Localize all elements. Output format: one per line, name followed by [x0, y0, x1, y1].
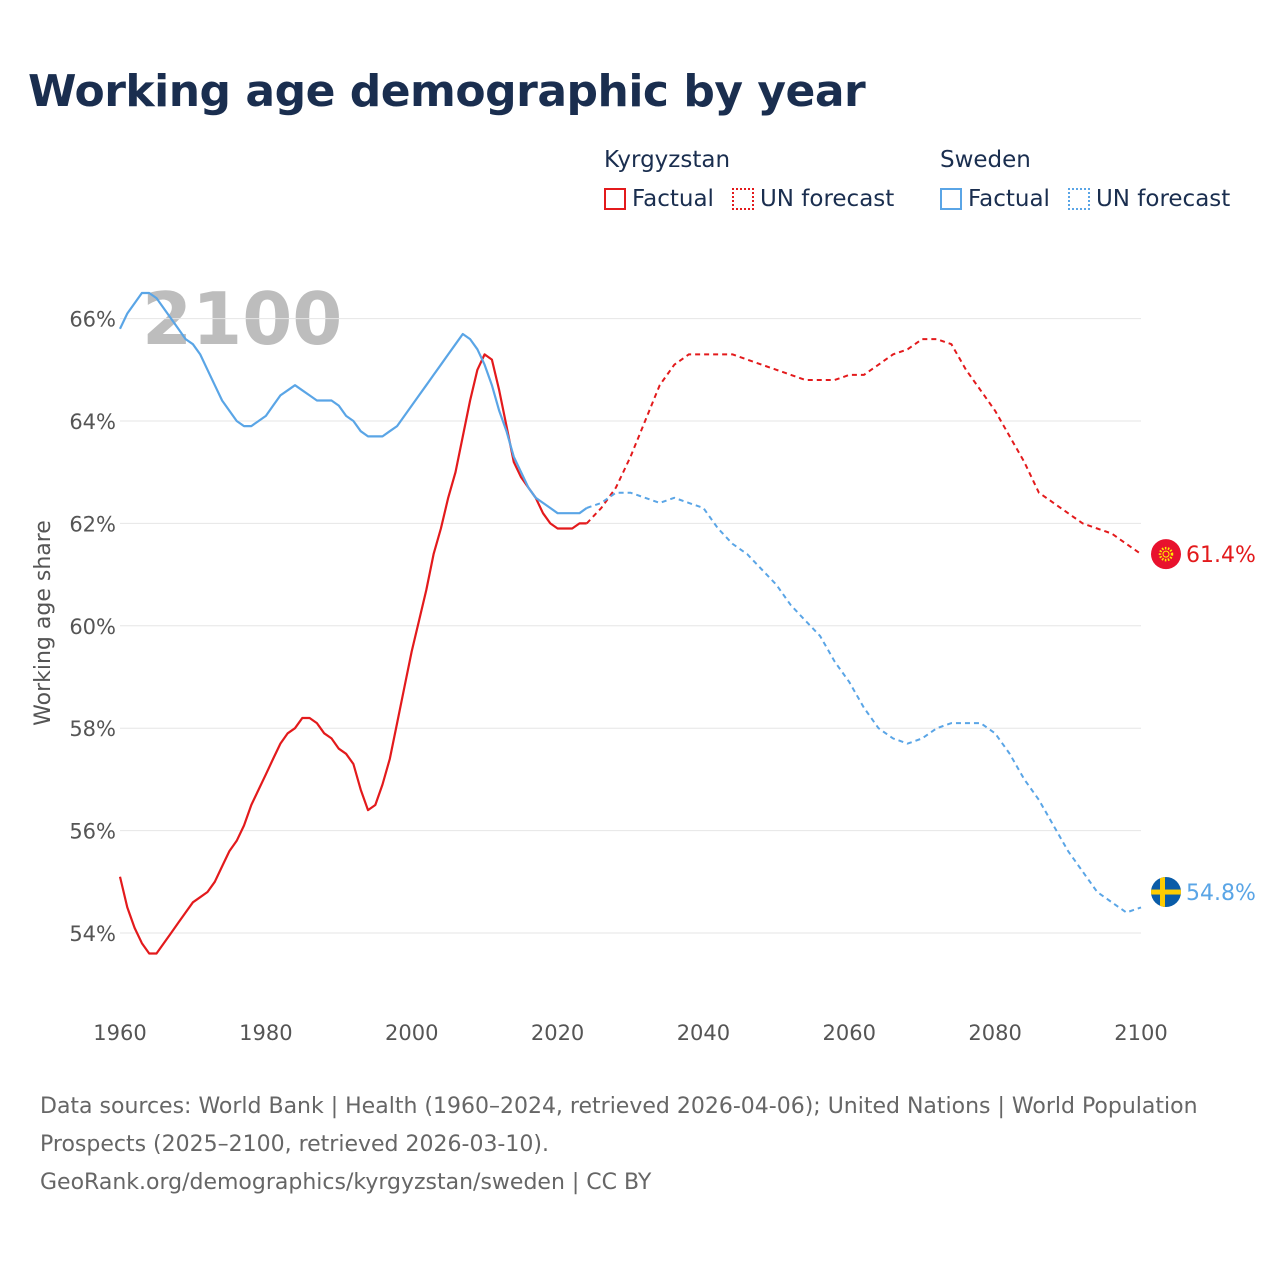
legend-group-kyrgyzstan: Kyrgyzstan Factual UN forecast — [604, 144, 912, 212]
legend-group-sweden: Sweden Factual UN forecast — [940, 144, 1230, 212]
y-tick-label: 56% — [69, 820, 116, 844]
series-lines — [118, 291, 1142, 955]
y-tick-label: 60% — [69, 615, 116, 639]
x-tick-label: 2080 — [968, 1021, 1021, 1045]
dotted-line-swatch-icon — [1067, 188, 1090, 210]
y-tick-label: 64% — [69, 410, 116, 434]
x-tick-label: 1980 — [239, 1021, 292, 1045]
y-axis-ticks: 54% 56% 58% 60% 62% 64% 66% — [69, 308, 116, 946]
x-axis-ticks: 1960 1980 2000 2020 2040 2060 2080 2100 — [93, 1021, 1167, 1045]
dotted-line-swatch-icon — [731, 188, 754, 210]
y-tick-label: 58% — [69, 717, 116, 741]
legend-item-sweden-forecast[interactable]: UN forecast — [1067, 186, 1231, 212]
sweden-forecast-line[interactable] — [586, 491, 1142, 914]
y-tick-label: 66% — [69, 308, 116, 332]
attribution-text: GeoRank.org/demographics/kyrgyzstan/swed… — [40, 1170, 652, 1195]
y-tick-label: 54% — [69, 922, 116, 946]
legend-group-name: Kyrgyzstan — [604, 147, 731, 173]
chart-title: Working age demographic by year — [28, 66, 866, 117]
kyrgyzstan-factual-line[interactable] — [118, 353, 587, 955]
legend-label: UN forecast — [759, 186, 895, 212]
sweden-factual-line[interactable] — [119, 291, 588, 515]
legend-item-kyrgyzstan-forecast[interactable]: UN forecast — [731, 186, 895, 212]
x-tick-label: 2100 — [1114, 1021, 1167, 1045]
legend-item-kyrgyzstan-factual[interactable]: Factual — [604, 186, 714, 212]
line-chart: 2100 54% 56% 58% 60% 62% 64% 66% 1960 1980 2000 2… — [31, 277, 1256, 1045]
solid-line-swatch-icon — [604, 188, 626, 210]
x-tick-label: 2040 — [677, 1021, 730, 1045]
legend-label: Factual — [968, 186, 1050, 212]
kyrgyzstan-end-value-label: 61.4% — [1186, 543, 1256, 568]
end-markers: 61.4% 54.8% — [1151, 539, 1256, 908]
x-tick-label: 2060 — [823, 1021, 876, 1045]
legend-item-sweden-factual[interactable]: Factual — [940, 186, 1050, 212]
x-tick-label: 2000 — [385, 1021, 438, 1045]
footer: Data sources: World Bank | Health (1960–… — [40, 1088, 1220, 1202]
kyrgyzstan-forecast-line[interactable] — [585, 338, 1142, 555]
grid-lines — [120, 318, 1141, 934]
x-tick-label: 2020 — [531, 1021, 584, 1045]
legend-label: UN forecast — [1095, 186, 1231, 212]
legend-label: Factual — [632, 186, 714, 212]
sweden-flag-icon — [1151, 877, 1181, 908]
legend-group-name: Sweden — [940, 147, 1031, 173]
x-tick-label: 1960 — [93, 1021, 146, 1045]
y-axis-label: Working age share — [31, 520, 56, 726]
sweden-end-value-label: 54.8% — [1186, 881, 1256, 906]
y-tick-label: 62% — [69, 512, 116, 536]
data-sources-text: Data sources: World Bank | Health (1960–… — [40, 1094, 1198, 1157]
kyrgyzstan-flag-icon — [1151, 539, 1181, 570]
solid-line-swatch-icon — [940, 188, 962, 210]
